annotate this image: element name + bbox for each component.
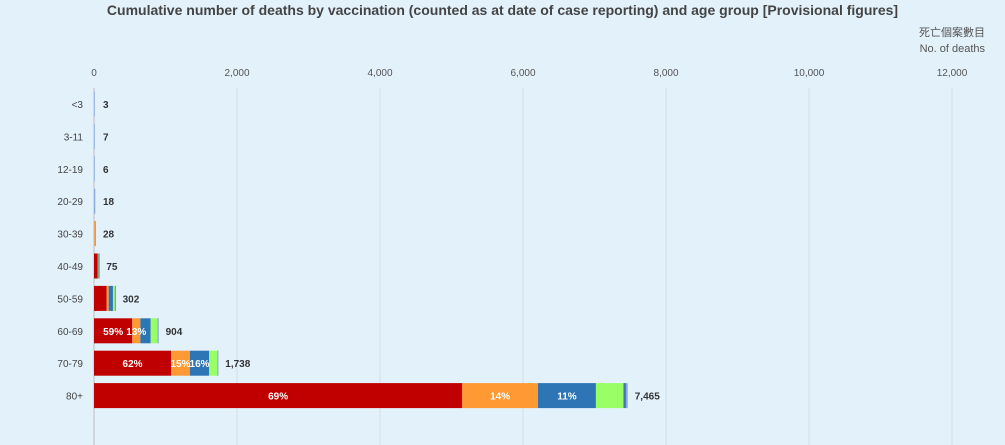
bar-segment	[625, 383, 628, 409]
bar-segment	[94, 156, 95, 182]
bar-segment	[94, 285, 107, 311]
bar-segment	[94, 318, 133, 344]
bar-segment	[94, 221, 95, 247]
bar-segment	[132, 318, 141, 344]
bar-segment	[171, 350, 190, 376]
category-label: 12-19	[57, 165, 83, 176]
bar-segment	[94, 221, 97, 247]
segment-percent-label: 15%	[170, 359, 190, 370]
bar-segment	[538, 383, 596, 409]
unit-label-en: No. of deaths	[919, 43, 985, 55]
segment-percent-label: 11%	[557, 392, 577, 403]
total-label: 1,738	[225, 359, 250, 370]
bar-segment	[112, 285, 115, 311]
bar-segment	[106, 285, 109, 311]
bar-segment	[99, 253, 100, 279]
bar-segment	[140, 318, 151, 344]
total-label: 302	[123, 294, 140, 305]
bar-segment	[462, 383, 539, 409]
y-axis-categories: <3 3-11 12-19 20-29 30-39 40-49 50-59 60-69 70-7…	[57, 100, 83, 403]
bar-segment	[94, 123, 95, 149]
x-tick-label: 2,000	[224, 68, 249, 79]
segment-percent-label: 14%	[490, 392, 510, 403]
segment-percent-label: 16%	[190, 359, 210, 370]
category-label: 80+	[66, 392, 83, 403]
category-label: 3-11	[64, 132, 84, 143]
total-label: 75	[106, 262, 118, 273]
x-tick-label: 0	[91, 68, 97, 79]
x-tick-label: 4,000	[367, 68, 392, 79]
x-tick-label: 12,000	[937, 68, 968, 79]
bar-segment	[94, 188, 96, 214]
bar-segment	[115, 285, 117, 311]
bar-segment	[623, 383, 626, 409]
category-label: 50-59	[57, 294, 83, 305]
bar-segment	[217, 350, 219, 376]
bar-segment	[189, 350, 210, 376]
total-label: 28	[103, 230, 115, 241]
x-tick-label: 8,000	[653, 68, 678, 79]
total-label: 6	[103, 165, 109, 176]
x-axis-ticks: 0 2,000 4,000 6,000 8,000 10,000 12,000	[91, 68, 968, 79]
total-label: 7,465	[635, 392, 660, 403]
bar-segment	[150, 318, 158, 344]
segment-percent-label: 69%	[268, 392, 288, 403]
category-label: <3	[72, 100, 84, 111]
bar-segment	[595, 383, 624, 409]
bar-segment	[157, 318, 159, 344]
bar-segment	[94, 383, 463, 409]
category-label: 70-79	[57, 359, 83, 370]
unit-label-zh: 死亡個案數目	[919, 27, 985, 39]
bar-segment	[94, 350, 172, 376]
bar-segment	[94, 91, 95, 117]
segment-percent-label: 62%	[123, 359, 143, 370]
x-tick-label: 6,000	[510, 68, 535, 79]
total-label: 18	[103, 197, 115, 208]
data-labels: 3 7 6 18 28 75 302 904 59% 13% 1,738 62% 15% 16% 7,465…	[103, 100, 660, 403]
category-label: 20-29	[57, 197, 83, 208]
bar-segment	[94, 253, 98, 279]
category-label: 40-49	[57, 262, 83, 273]
x-tick-label: 10,000	[794, 68, 825, 79]
total-label: 7	[103, 132, 109, 143]
category-label: 30-39	[57, 230, 83, 241]
bar-segment	[97, 253, 99, 279]
chart-title: Cumulative number of deaths by vaccinati…	[106, 2, 899, 18]
bars	[94, 91, 628, 409]
bar-segment	[108, 285, 113, 311]
total-label: 904	[166, 327, 183, 338]
bar-segment	[209, 350, 218, 376]
segment-percent-label: 13%	[126, 327, 146, 338]
total-label: 3	[103, 100, 109, 111]
category-label: 60-69	[57, 327, 83, 338]
segment-percent-label: 59%	[103, 327, 123, 338]
